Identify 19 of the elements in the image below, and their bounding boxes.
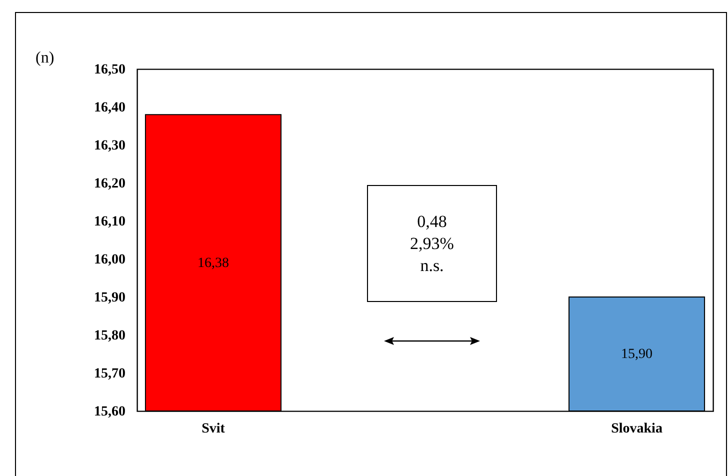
y-tick-label: 15,60 [94,404,126,420]
x-tick-label: Svit [202,422,226,436]
data-label: 16,38 [197,256,229,271]
note-box: 0,48 2,93% n.s. [367,185,497,302]
annotation: 0,48 [417,210,447,232]
y-tick-label: 16,40 [94,100,126,116]
x-tick-label: Slovakia [611,422,662,436]
y-tick-label: 15,90 [94,290,126,306]
annotation: 2,93% [410,232,454,254]
y-tick-label: 15,80 [94,328,126,344]
y-axis-title: (n) [36,50,54,66]
y-tick-label: 16,30 [94,138,126,154]
y-tick-label: 15,70 [94,366,126,382]
annotation: n.s. [420,254,444,276]
y-tick-label: 16,10 [94,214,126,230]
y-tick-label: 16,20 [94,176,126,192]
data-label: 15,90 [621,347,653,362]
y-tick-label: 16,50 [94,62,126,78]
y-tick-label: 16,00 [94,252,126,268]
